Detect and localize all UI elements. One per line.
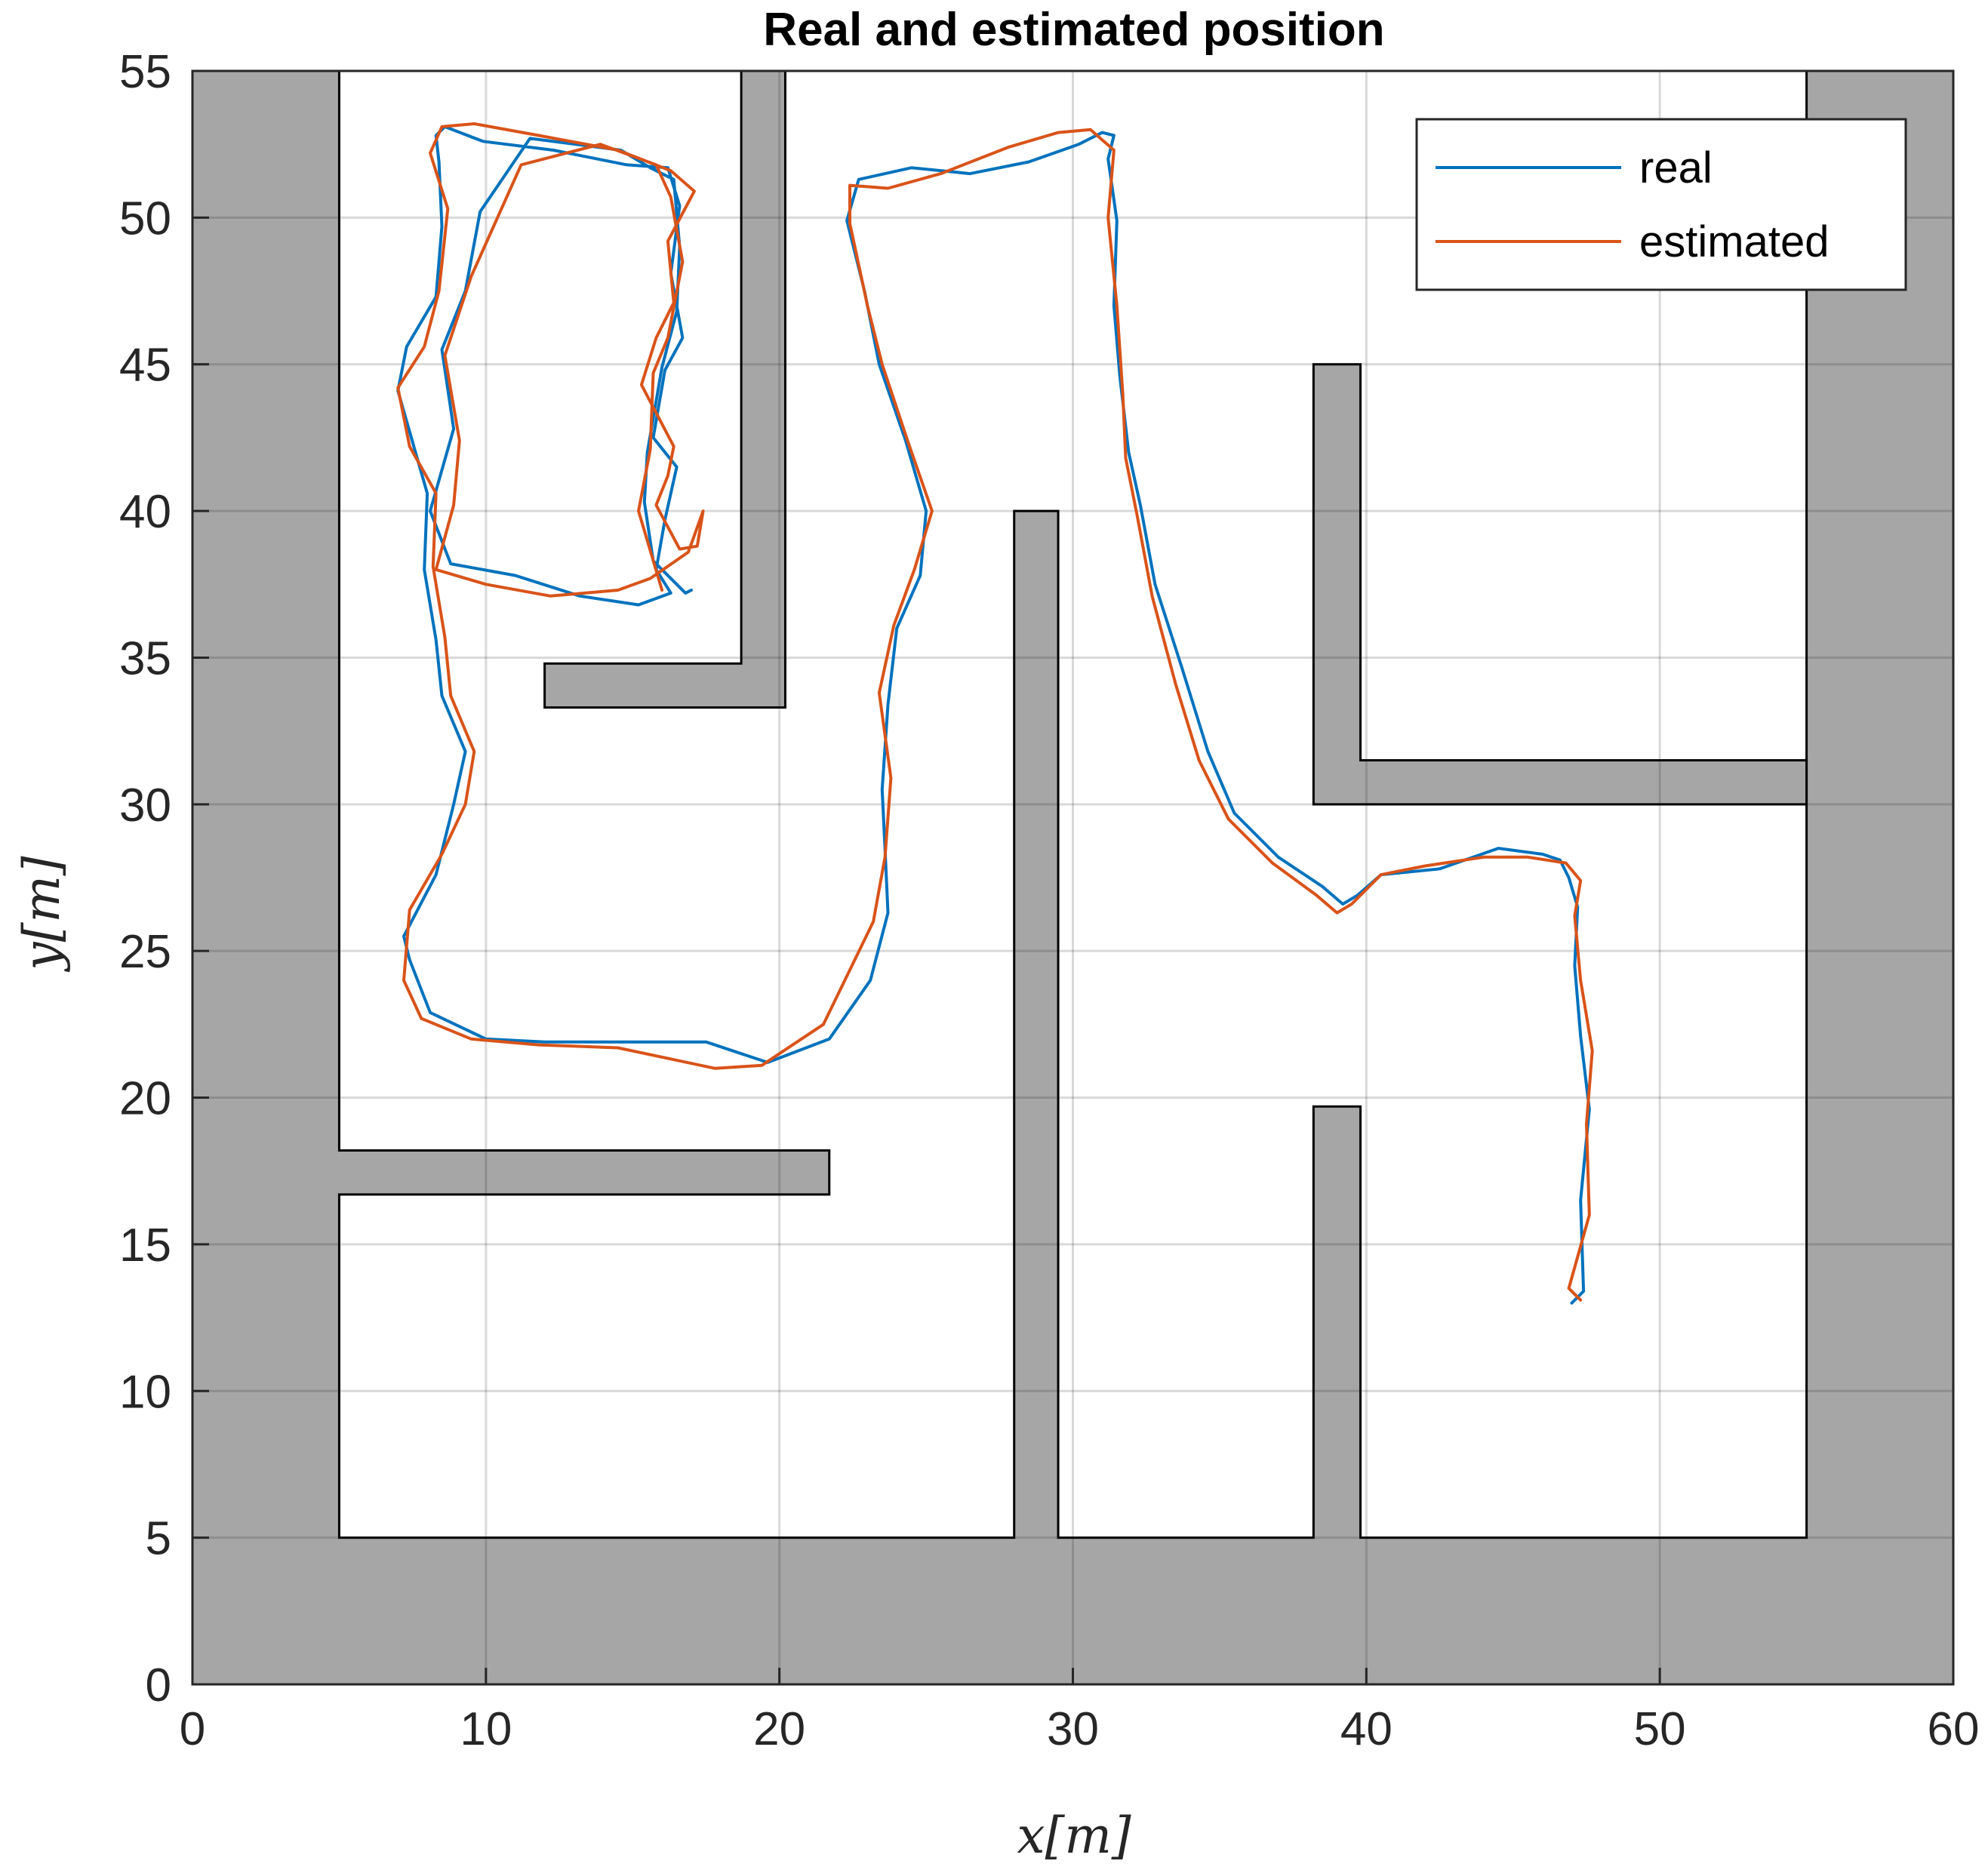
x-tick-label: 50 <box>1634 1703 1686 1755</box>
y-tick-label: 25 <box>119 926 171 978</box>
y-tick-label: 10 <box>119 1366 171 1418</box>
legend: real estimated <box>1415 118 1907 291</box>
x-axis-label: x[m] <box>1017 1807 1131 1865</box>
x-tick-label: 60 <box>1928 1703 1980 1755</box>
y-tick-label: 5 <box>146 1513 171 1565</box>
y-tick-label: 0 <box>146 1659 171 1712</box>
x-tick-label: 40 <box>1340 1703 1393 1755</box>
y-tick-label: 35 <box>119 632 171 684</box>
x-tick-label: 10 <box>460 1703 512 1755</box>
legend-label-estimated: estimated <box>1639 217 1829 266</box>
y-tick-label: 30 <box>119 780 171 832</box>
wall-layer <box>191 69 1955 1686</box>
y-tick-label: 20 <box>119 1073 171 1125</box>
chart-title: Real and estimated position <box>763 4 1384 56</box>
trajectory-lines <box>396 122 1594 1305</box>
legend-label-real: real <box>1639 143 1713 192</box>
series-line-estimated <box>396 122 1594 1302</box>
right-wall <box>1312 363 1808 806</box>
y-tick-label: 50 <box>119 192 171 245</box>
series-line-real <box>396 125 1591 1305</box>
plot-area <box>192 71 1953 1684</box>
legend-box <box>1415 118 1907 291</box>
y-axis-label: y[m] <box>13 856 71 973</box>
axis-ticks: 0 10 20 30 40 50 60 0 5 10 15 20 25 30 35 40 45 50 55 <box>119 46 1979 1755</box>
y-tick-label: 55 <box>119 46 171 98</box>
y-tick-label: 40 <box>119 486 171 538</box>
y-tick-label: 15 <box>119 1219 171 1272</box>
x-tick-label: 20 <box>753 1703 805 1755</box>
x-tick-label: 0 <box>180 1703 205 1755</box>
x-tick-label: 30 <box>1047 1703 1099 1755</box>
outer-wall <box>191 69 1955 1686</box>
y-tick-label: 45 <box>119 340 171 392</box>
